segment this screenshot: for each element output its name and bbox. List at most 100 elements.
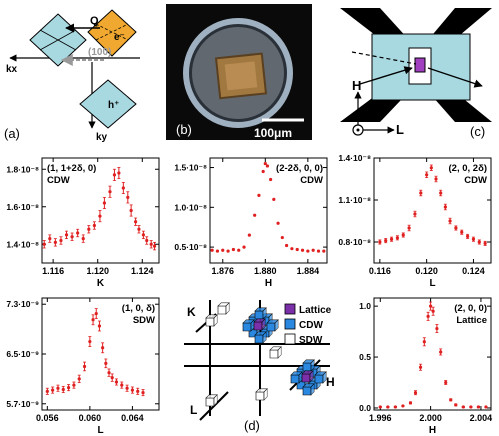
data-point xyxy=(104,361,108,365)
data-point xyxy=(466,234,470,238)
data-point xyxy=(56,386,60,390)
data-point xyxy=(121,186,125,190)
data-point xyxy=(120,383,124,387)
x-tick-label: 1.116 xyxy=(42,266,64,276)
chart-annotation: SDW xyxy=(133,315,155,326)
data-point xyxy=(389,237,394,241)
chart-annotation: (2, 0, 2δ) xyxy=(449,163,488,174)
sdw-cube-3 xyxy=(205,394,218,407)
chart-4: 0.056 0.060 0.064 5.7·10⁻⁹ 6.5·10⁻⁹ 7.3·10⁻⁹ L… xyxy=(6,297,160,436)
data-point xyxy=(471,237,476,241)
data-point xyxy=(386,405,390,409)
y-tick-label: 0.5·10⁻⁸ xyxy=(174,242,207,252)
data-point xyxy=(460,230,464,234)
data-point xyxy=(70,235,74,239)
chart-3: 0.116 0.120 0.124 0.8·10⁻⁸ 1.1·10⁻⁸ 1.4·10⁻⁸ L… xyxy=(338,153,492,289)
x-tick-label: 1.996 xyxy=(369,413,392,423)
y-tick-label: 7.3·10⁻⁹ xyxy=(6,299,39,309)
direction-label: (100) xyxy=(88,47,111,58)
y-tick-label: 1.6·10⁻⁸ xyxy=(6,202,39,212)
data-point xyxy=(72,383,76,387)
panel-letter-c: (c) xyxy=(470,124,485,139)
x-tick-label: 2.004 xyxy=(470,413,493,423)
plot-frame xyxy=(41,157,160,264)
data-point xyxy=(269,177,273,182)
cluster-bottom-cdw-5 xyxy=(290,371,303,384)
data-point xyxy=(257,193,261,197)
y-tick-label: 1.5·10⁻⁸ xyxy=(174,163,207,173)
photo-b: 100μm (b) xyxy=(166,4,312,140)
y-tick-label: 1.4·10⁻⁸ xyxy=(338,153,371,163)
data-point xyxy=(306,249,310,253)
sdw-cube-1 xyxy=(205,314,218,327)
data-point xyxy=(88,339,92,344)
sample xyxy=(414,57,426,73)
data-point xyxy=(141,390,145,395)
data-point xyxy=(66,386,71,390)
x-axis-label: K xyxy=(97,278,105,289)
data-point xyxy=(407,226,411,230)
cluster-bottom-lattice xyxy=(301,370,314,383)
data-point xyxy=(280,235,284,240)
data-point xyxy=(53,240,57,244)
data-point xyxy=(91,318,95,322)
y-tick-label: 0.5 xyxy=(359,352,371,362)
data-point xyxy=(477,240,481,244)
data-point xyxy=(136,389,140,393)
chart-annotation: (2, 0, 0) xyxy=(454,303,487,314)
data-point xyxy=(152,244,157,248)
data-point xyxy=(221,248,225,252)
data-point xyxy=(125,386,129,390)
y-tick-label: 1.0 xyxy=(359,301,371,311)
c-label-l: L xyxy=(396,122,404,137)
cluster-bottom-cdw-7 xyxy=(302,383,315,396)
data-point xyxy=(137,227,141,231)
data-point xyxy=(45,389,49,393)
cluster-top-cdw-7 xyxy=(254,331,267,344)
data-point xyxy=(290,247,294,251)
panel-letter-a: (a) xyxy=(4,126,20,141)
y-tick-label: 1.1·10⁻⁸ xyxy=(338,195,371,205)
x-tick-label: 0.120 xyxy=(415,266,438,276)
data-point xyxy=(48,237,52,241)
data-point xyxy=(61,387,65,392)
hole-label: h⁺ xyxy=(108,100,119,111)
x-tick-label: 0.064 xyxy=(121,413,144,423)
data-point xyxy=(311,248,315,252)
data-point xyxy=(51,388,55,392)
diagram-c: H K L (c) xyxy=(340,8,492,139)
data-point xyxy=(483,241,487,245)
d-axis-h: H xyxy=(326,375,335,389)
y-tick-label: 0.8·10⁻⁸ xyxy=(338,237,371,247)
sdw-cube-2 xyxy=(217,302,230,315)
cluster-bottom-cdw-6 xyxy=(314,371,327,384)
cluster-top-cdw-4 xyxy=(254,307,267,320)
data-point xyxy=(434,177,438,181)
y-tick-label: 1.4·10⁻⁸ xyxy=(6,239,39,249)
y-tick-label: 6.5·10⁻⁹ xyxy=(6,349,39,359)
legend-label-lattice: Lattice xyxy=(299,305,332,316)
cluster-top-lattice xyxy=(253,318,266,331)
diagram-a: Q e⁻ h⁺ (100) kx ky (a) xyxy=(4,9,140,143)
data-point xyxy=(112,173,117,177)
data-point xyxy=(126,195,130,199)
data-point xyxy=(59,238,63,243)
plot-frame xyxy=(373,157,492,264)
chart-annotation: Lattice xyxy=(456,315,487,326)
data-point xyxy=(101,346,105,350)
chart-2: 1.876 1.880 1.884 0.5·10⁻⁸ 1.0·10⁻⁸ 1.5·10⁻⁸ H… xyxy=(174,157,328,289)
cluster-top-cdw-6 xyxy=(266,319,279,332)
data-point xyxy=(469,405,473,409)
data-point xyxy=(226,249,230,253)
data-point xyxy=(117,171,121,175)
x-tick-label: 0.060 xyxy=(79,413,102,423)
chart-5: 1.996 2.000 2.004 0.0 0.5 1.0 H (2, 0, 0)Lattic… xyxy=(359,297,493,436)
x-tick-label: 1.124 xyxy=(131,266,154,276)
data-point xyxy=(378,240,382,244)
data-point xyxy=(401,233,405,237)
data-point xyxy=(454,226,458,230)
data-point xyxy=(134,220,138,224)
data-point xyxy=(300,248,305,252)
data-point xyxy=(429,166,433,170)
